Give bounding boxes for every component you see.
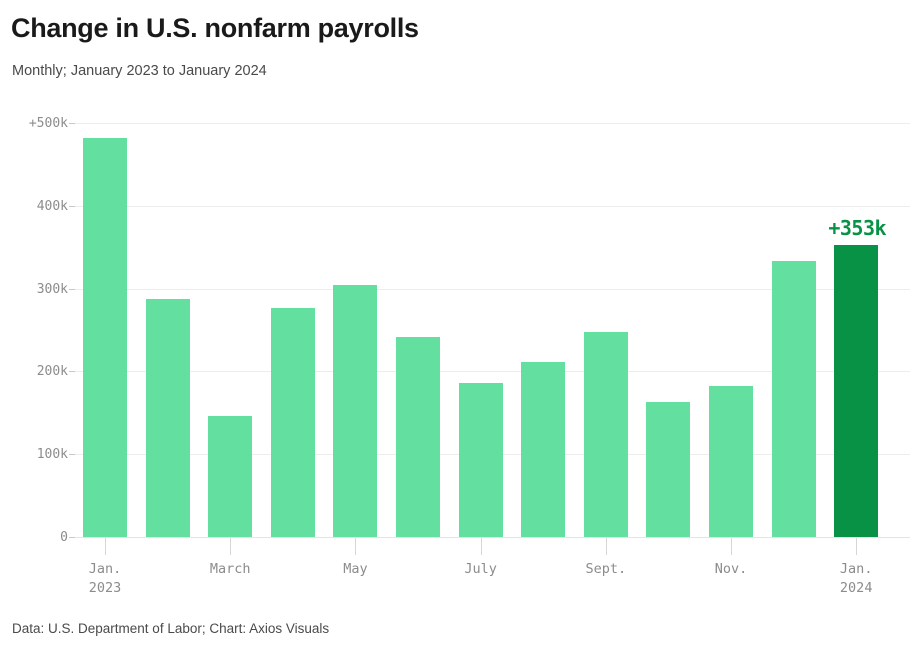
x-axis-tick-mark [481, 538, 482, 555]
x-axis-tick-label-month: Sept. [585, 561, 627, 577]
x-axis-tick-label-year: 2024 [839, 580, 873, 596]
page-title: Change in U.S. nonfarm payrolls [11, 13, 419, 43]
y-axis-tick-mark [69, 537, 75, 538]
x-axis-tick-label: Sept. [585, 560, 626, 579]
gridline [72, 123, 910, 124]
x-axis-tick-mark [731, 538, 732, 555]
x-axis-tick-label-month: March [209, 561, 251, 577]
x-axis-tick-mark [230, 538, 231, 555]
y-axis-tick-mark [69, 454, 75, 456]
bar-june-2023[interactable] [396, 337, 440, 537]
x-axis-tick-label: May [343, 560, 367, 579]
y-axis-tick-mark [69, 123, 75, 124]
gridline [72, 288, 910, 290]
bar-jan-2023[interactable] [83, 137, 127, 537]
x-axis-tick-label: Nov. [715, 560, 748, 579]
bar-april-2023[interactable] [270, 307, 315, 537]
bar-nov-2023[interactable] [709, 386, 753, 537]
bar-july-2023[interactable] [458, 382, 503, 537]
bar-oct-2023[interactable] [646, 402, 691, 537]
bar-aug-2023[interactable] [521, 362, 566, 537]
x-axis-tick-mark [856, 538, 857, 555]
bar-jan-2024[interactable] [834, 244, 879, 537]
bar-feb-2023[interactable] [145, 298, 190, 537]
x-axis-tick-label-year: 2023 [88, 580, 122, 596]
chart-subtitle: Monthly; January 2023 to January 2024 [12, 63, 267, 79]
y-axis-tick-mark [69, 371, 75, 373]
y-axis-tick-label: +500k [28, 116, 68, 131]
x-axis-tick-label: Jan. 2024 [840, 560, 873, 598]
y-axis-tick-mark [69, 205, 75, 207]
x-axis-tick-label: March [210, 560, 251, 579]
bar-sept-2023[interactable] [583, 332, 628, 537]
gridline [72, 537, 910, 538]
x-axis-tick-label-month: July [464, 561, 497, 577]
y-axis-tick-mark [69, 288, 75, 290]
gridline [72, 205, 910, 207]
bar-may-2023[interactable] [333, 285, 378, 537]
x-axis-tick-label-month: Jan. [839, 561, 873, 577]
bar-dec-2023[interactable] [771, 261, 816, 537]
y-axis-tick-label: 100k [36, 447, 68, 463]
y-axis-tick-label: 200k [36, 364, 68, 380]
y-axis-tick-label: 400k [36, 198, 68, 214]
x-axis-tick-mark [105, 538, 106, 555]
y-axis-tick-label: 300k [36, 281, 68, 297]
x-axis-tick-label-month: May [343, 561, 368, 577]
x-axis-tick-label-month: Nov. [714, 561, 748, 577]
x-axis-tick-label: Jan. 2023 [89, 560, 122, 598]
gridline [72, 371, 910, 373]
x-axis-tick-label-month: Jan. [88, 561, 122, 577]
bar-march-2023[interactable] [208, 416, 253, 537]
highlight-value-label: +353k [828, 215, 887, 240]
chart-source-credit: Data: U.S. Department of Labor; Chart: A… [12, 621, 330, 636]
x-axis-tick-mark [606, 538, 607, 555]
x-axis-tick-label: July [464, 560, 497, 579]
x-axis-tick-mark [355, 538, 356, 555]
y-axis-tick-label: 0 [60, 530, 68, 545]
